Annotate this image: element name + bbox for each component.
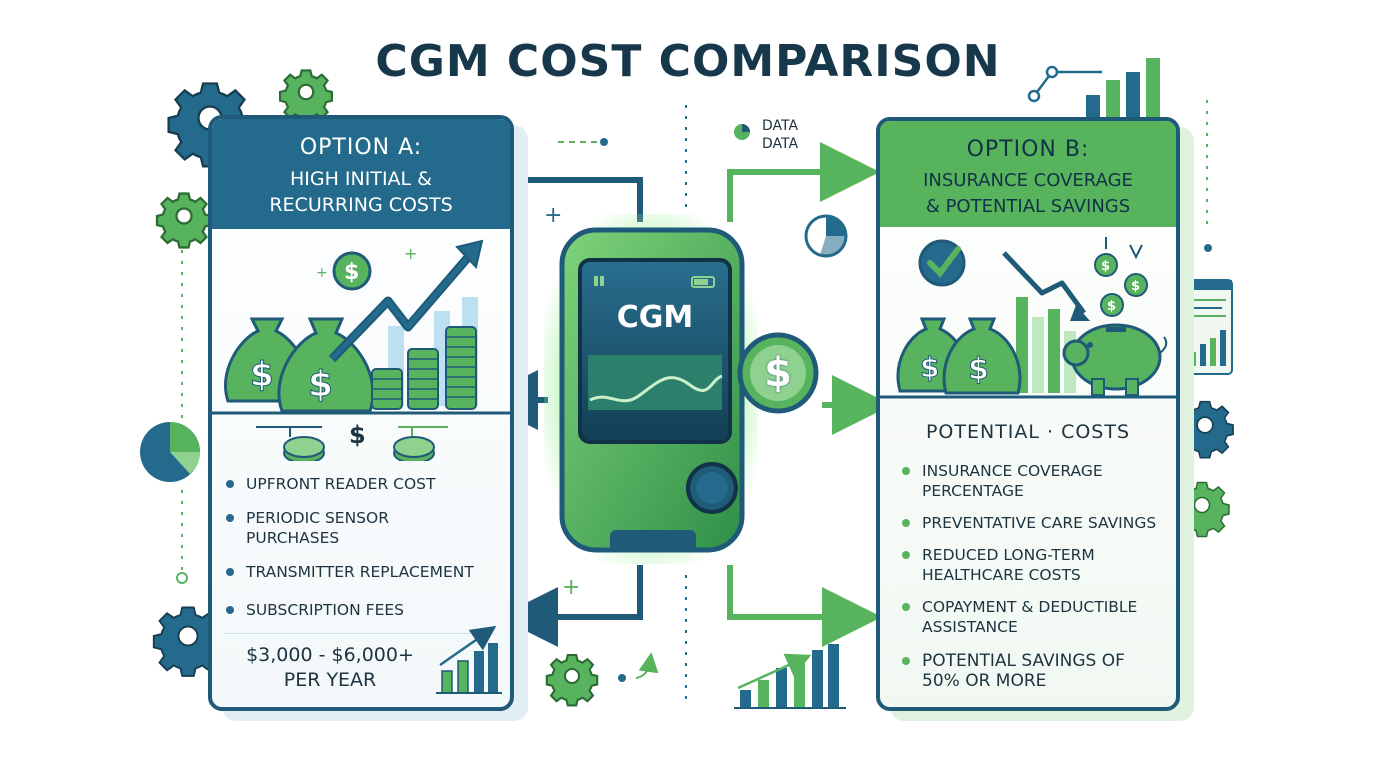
cgm-label: CGM <box>616 300 694 335</box>
svg-text:+: + <box>562 575 580 600</box>
dollar-coin-icon: $ <box>332 251 372 291</box>
gear-icon <box>545 653 599 707</box>
annual-cost: $3,000 - $6,000+ PER YEAR <box>230 643 430 693</box>
option-b-savings-list: INSURANCE COVERAGE PERCENTAGE PREVENTATI… <box>902 461 1172 691</box>
page-title: CGM COST COMPARISON <box>375 36 1001 87</box>
savings-illustration: $ $ $ $ $ <box>880 237 1176 399</box>
coin-stack-icon <box>283 436 435 461</box>
option-b-subtitle: INSURANCE COVERAGE & POTENTIAL SAVINGS <box>880 168 1176 220</box>
dollar-coin-icon: $ $ $ <box>1094 253 1148 317</box>
gear-icon <box>1176 400 1234 459</box>
option-a-panel: OPTION A: HIGH INITIAL & RECURRING COSTS… <box>208 115 514 711</box>
svg-text:$: $ <box>1107 299 1116 314</box>
svg-text:+: + <box>404 244 417 263</box>
option-b-subtitle-line1: INSURANCE COVERAGE <box>923 170 1133 191</box>
gear-icon <box>278 69 334 124</box>
dollar-sign: $ <box>349 421 366 449</box>
svg-text:$: $ <box>1101 259 1110 274</box>
bar-chart-icon <box>734 644 846 709</box>
data-label: DATA <box>762 136 799 152</box>
gear-icon <box>152 606 224 677</box>
option-a-subtitle-line1: HIGH INITIAL & <box>289 168 432 190</box>
gear-icon <box>155 192 213 249</box>
list-item: POTENTIAL SAVINGS OF 50% OR MORE <box>902 651 1142 691</box>
svg-text:$: $ <box>968 352 989 387</box>
option-b-subtitle-line2: & POTENTIAL SAVINGS <box>925 196 1131 217</box>
data-label: DATA <box>762 118 799 134</box>
piggy-bank-icon <box>1062 323 1168 396</box>
option-a-subtitle: HIGH INITIAL & RECURRING COSTS <box>212 166 510 218</box>
list-item: PREVENTATIVE CARE SAVINGS <box>902 513 1172 533</box>
bar-chart-icon <box>436 625 502 694</box>
potential-costs-heading: POTENTIAL · COSTS <box>925 421 1131 443</box>
pie-chart-icon <box>804 214 848 258</box>
list-item: PERIODIC SENSOR PURCHASES <box>226 508 416 548</box>
svg-text:$: $ <box>250 355 274 395</box>
list-item: SUBSCRIPTION FEES <box>226 600 508 620</box>
option-a-title: OPTION A: <box>299 135 423 160</box>
option-b-panel: OPTION B: INSURANCE COVERAGE & POTENTIAL… <box>876 117 1180 711</box>
checkmark-icon <box>918 239 966 287</box>
option-b-title: OPTION B: <box>966 137 1090 162</box>
list-item: UPFRONT READER COST <box>226 474 508 494</box>
list-item: COPAYMENT & DEDUCTIBLE ASSISTANCE <box>902 597 1172 637</box>
option-a-cost-list: UPFRONT READER COST PERIODIC SENSOR PURC… <box>226 474 508 620</box>
dollar-coin-icon: $ <box>764 350 792 396</box>
option-a-subtitle-line2: RECURRING COSTS <box>269 194 453 216</box>
list-item: REDUCED LONG-TERM HEALTHCARE COSTS <box>902 545 1142 585</box>
money-bag-icon: $ $ <box>896 317 1022 395</box>
list-item: INSURANCE COVERAGE PERCENTAGE <box>902 461 1152 501</box>
annual-cost-range: $3,000 - $6,000+ <box>246 644 414 666</box>
option-a-header: OPTION A: HIGH INITIAL & RECURRING COSTS <box>212 119 510 229</box>
cgm-device <box>544 214 819 564</box>
pie-chart-icon <box>140 422 200 482</box>
list-item: TRANSMITTER REPLACEMENT <box>226 562 508 582</box>
svg-text:$: $ <box>1131 279 1140 294</box>
annual-cost-period: PER YEAR <box>283 669 377 691</box>
svg-text:+: + <box>316 265 328 281</box>
divider <box>224 633 494 634</box>
pie-chart-icon <box>734 124 750 140</box>
gear-icon <box>1174 481 1230 538</box>
svg-text:+: + <box>544 203 562 228</box>
svg-text:$: $ <box>344 260 359 285</box>
arrow-icon <box>1002 251 1087 315</box>
svg-text:$: $ <box>308 364 333 405</box>
bar-chart-icon <box>1181 279 1233 375</box>
cost-illustration: $ $ $ + + <box>212 239 510 461</box>
svg-text:$: $ <box>920 351 939 384</box>
option-b-header: OPTION B: INSURANCE COVERAGE & POTENTIAL… <box>880 121 1176 227</box>
bar-chart-icon <box>1027 58 1166 120</box>
